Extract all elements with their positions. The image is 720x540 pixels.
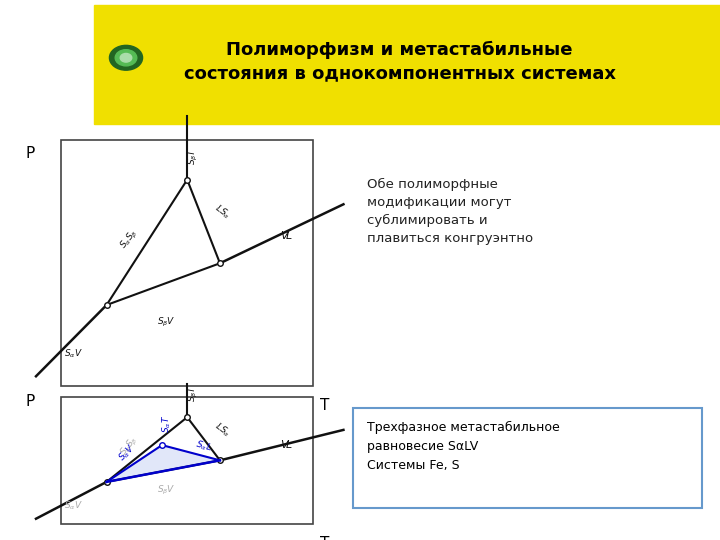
Text: $S_{\alpha}V$: $S_{\alpha}V$ bbox=[64, 348, 83, 360]
Text: T: T bbox=[320, 399, 330, 414]
Text: Трехфазное метастабильное
равновесие SαLV
Системы Fe, S: Трехфазное метастабильное равновесие SαL… bbox=[367, 421, 560, 472]
Polygon shape bbox=[107, 445, 220, 482]
Text: $S_{\alpha}V$: $S_{\alpha}V$ bbox=[64, 500, 83, 512]
Text: $S_{\beta}V$: $S_{\beta}V$ bbox=[157, 316, 176, 329]
Circle shape bbox=[115, 50, 137, 66]
Text: $LS_{\alpha}$: $LS_{\alpha}$ bbox=[212, 202, 233, 222]
Text: $S_{\beta}T$: $S_{\beta}T$ bbox=[186, 384, 199, 402]
Text: $\mathit{V\!L}$: $\mathit{V\!L}$ bbox=[281, 228, 294, 241]
Text: Обе полиморфные
модификации могут
сублимировать и
плавиться конгруэнтно: Обе полиморфные модификации могут сублим… bbox=[367, 178, 534, 245]
Text: $LS_{\alpha}$: $LS_{\alpha}$ bbox=[212, 420, 233, 440]
Text: Полиморфизм и метастабильные
состояния в однокомпонентных системах: Полиморфизм и метастабильные состояния в… bbox=[184, 40, 616, 83]
Bar bbox=[61, 397, 313, 524]
Bar bbox=[94, 5, 720, 124]
Text: $S_{\alpha}V$: $S_{\alpha}V$ bbox=[117, 442, 138, 464]
Text: $S_{\alpha}T$: $S_{\alpha}T$ bbox=[160, 415, 173, 433]
Text: T: T bbox=[320, 536, 330, 540]
Text: $S_{\beta}V$: $S_{\beta}V$ bbox=[157, 483, 176, 497]
Bar bbox=[61, 140, 313, 386]
Text: $S_{\alpha}S_{\beta}$: $S_{\alpha}S_{\beta}$ bbox=[118, 434, 142, 460]
FancyBboxPatch shape bbox=[353, 408, 702, 508]
Text: $S_{\alpha}S_{\beta}$: $S_{\alpha}S_{\beta}$ bbox=[118, 227, 142, 252]
Text: P: P bbox=[25, 394, 35, 409]
Circle shape bbox=[120, 53, 132, 62]
Text: $S_{\alpha}L$: $S_{\alpha}L$ bbox=[194, 437, 213, 454]
Circle shape bbox=[109, 45, 143, 70]
Text: $S_{\beta}T$: $S_{\beta}T$ bbox=[186, 146, 199, 165]
Text: P: P bbox=[25, 146, 35, 160]
Text: $\mathit{V\!L}$: $\mathit{V\!L}$ bbox=[281, 437, 294, 450]
